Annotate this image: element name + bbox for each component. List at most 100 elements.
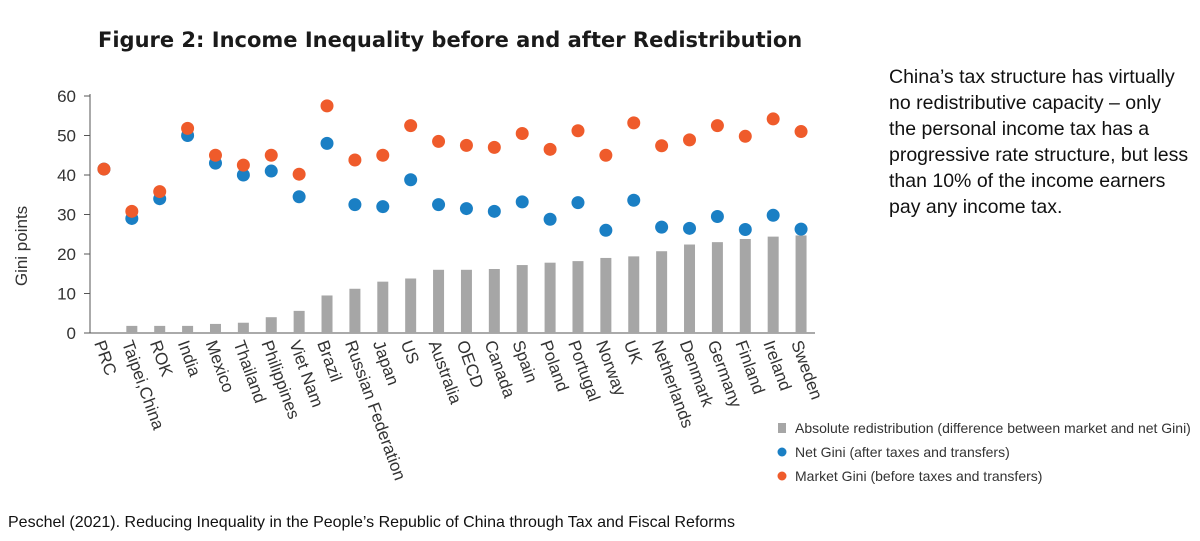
redistribution-bar [405, 278, 417, 333]
x-category-label: ROK [146, 338, 177, 380]
redistribution-bar [349, 288, 361, 333]
market-gini-point [487, 140, 501, 154]
net-gini-point [376, 200, 390, 214]
redistribution-bar [433, 269, 445, 333]
x-category-label: US [397, 338, 423, 367]
legend-label: Absolute redistribution (difference betw… [795, 420, 1191, 436]
market-gini-point [571, 124, 585, 138]
market-gini-point [766, 112, 780, 126]
net-gini-point [710, 209, 724, 223]
market-gini-point [459, 138, 473, 152]
net-gini-point [236, 168, 250, 182]
source-citation: Peschel (2021). Reducing Inequality in t… [8, 514, 735, 531]
market-gini-point [710, 119, 724, 133]
market-gini-point [320, 99, 334, 113]
redistribution-bar [237, 322, 249, 333]
y-tick-label: 10 [57, 285, 76, 304]
market-gini-point [348, 153, 362, 167]
redistribution-bar [516, 265, 528, 333]
x-category-label: Sweden [787, 338, 826, 402]
redistribution-bar [182, 325, 194, 333]
y-tick-label: 50 [57, 127, 76, 146]
redistribution-bar [154, 325, 166, 333]
redistribution-bar [656, 251, 668, 333]
market-gini-point [432, 134, 446, 148]
net-gini-point [794, 222, 808, 236]
redistribution-bar [767, 236, 779, 333]
redistribution-bar [293, 310, 305, 333]
market-gini-point [738, 129, 752, 143]
net-gini-point [432, 198, 446, 212]
market-gini-series [97, 99, 808, 218]
redistribution-bar [739, 238, 751, 333]
chart-title: Figure 2: Income Inequality before and a… [98, 28, 802, 52]
market-gini-point [264, 148, 278, 162]
market-gini-point [153, 185, 167, 199]
net-gini-point [627, 193, 641, 207]
market-gini-point [794, 125, 808, 139]
legend-label: Net Gini (after taxes and transfers) [795, 444, 1010, 460]
market-gini-point [515, 127, 529, 141]
net-gini-point [515, 195, 529, 209]
redistribution-bar [795, 235, 807, 333]
redistribution-bar [265, 317, 277, 333]
market-gini-point [97, 162, 111, 176]
redistribution-bar [544, 262, 556, 333]
market-gini-point [236, 158, 250, 172]
y-tick-label: 40 [57, 166, 76, 185]
redistribution-bar [377, 281, 389, 333]
market-gini-point [543, 142, 557, 156]
redistribution-bar [684, 244, 696, 333]
net-gini-point [459, 202, 473, 216]
redistribution-bar [488, 269, 500, 333]
redistribution-bar [711, 242, 723, 333]
redistribution-bar [209, 323, 221, 333]
legend: Absolute redistribution (difference betw… [777, 420, 1191, 484]
legend-swatch-market [777, 471, 787, 481]
net-gini-point [766, 208, 780, 222]
market-gini-point [655, 139, 669, 153]
net-gini-point [264, 164, 278, 178]
annotation-text: China’s tax structure has virtually no r… [889, 66, 1189, 218]
market-gini-point [627, 116, 641, 130]
redistribution-bar [572, 261, 584, 333]
market-gini-point [125, 204, 139, 218]
net-gini-point [404, 173, 418, 187]
legend-swatch-bar [778, 423, 786, 433]
y-tick-label: 20 [57, 245, 76, 264]
market-gini-point [292, 167, 306, 181]
net-gini-point [738, 223, 752, 237]
y-tick-label: 60 [57, 87, 76, 106]
market-gini-point [181, 121, 195, 135]
net-gini-point [599, 223, 613, 237]
net-gini-point [348, 198, 362, 212]
net-gini-series [97, 129, 808, 237]
net-gini-point [487, 204, 501, 218]
y-axis: 0 10 20 30 40 50 60 [57, 87, 90, 343]
net-gini-point [655, 220, 669, 234]
net-gini-point [292, 190, 306, 204]
market-gini-point [376, 148, 390, 162]
x-category-label: UK [620, 338, 646, 367]
redistribution-bar [126, 325, 138, 333]
y-tick-label: 30 [57, 206, 76, 225]
x-category-label: India [174, 338, 205, 380]
market-gini-point [404, 119, 418, 133]
market-gini-point [208, 148, 222, 162]
legend-label: Market Gini (before taxes and transfers) [795, 468, 1042, 484]
redistribution-bar [600, 257, 612, 333]
net-gini-point [320, 136, 334, 150]
legend-swatch-net [777, 447, 787, 457]
market-gini-point [683, 133, 697, 147]
x-category-label: PRC [90, 338, 120, 378]
market-gini-point [599, 148, 613, 162]
redistribution-bar [460, 269, 472, 333]
y-axis-label: Gini points [12, 206, 31, 286]
redistribution-bar [321, 295, 333, 333]
bar-series [126, 235, 807, 333]
redistribution-bar [628, 256, 640, 333]
net-gini-point [543, 212, 557, 226]
x-axis-categories: PRCTaipei,ChinaROKIndiaMexicoThailandPhi… [90, 338, 826, 483]
net-gini-point [571, 196, 585, 210]
